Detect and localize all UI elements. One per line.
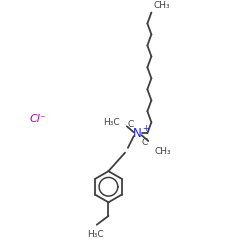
Text: CH₃: CH₃ [154, 147, 171, 156]
Text: CH₃: CH₃ [153, 0, 170, 10]
Text: C: C [128, 120, 134, 129]
Text: H₃C: H₃C [104, 118, 120, 127]
Text: +: + [142, 124, 150, 133]
Text: N: N [133, 127, 142, 140]
Text: C: C [141, 138, 148, 147]
Text: Cl⁻: Cl⁻ [29, 114, 46, 124]
Text: H₃C: H₃C [88, 230, 104, 238]
